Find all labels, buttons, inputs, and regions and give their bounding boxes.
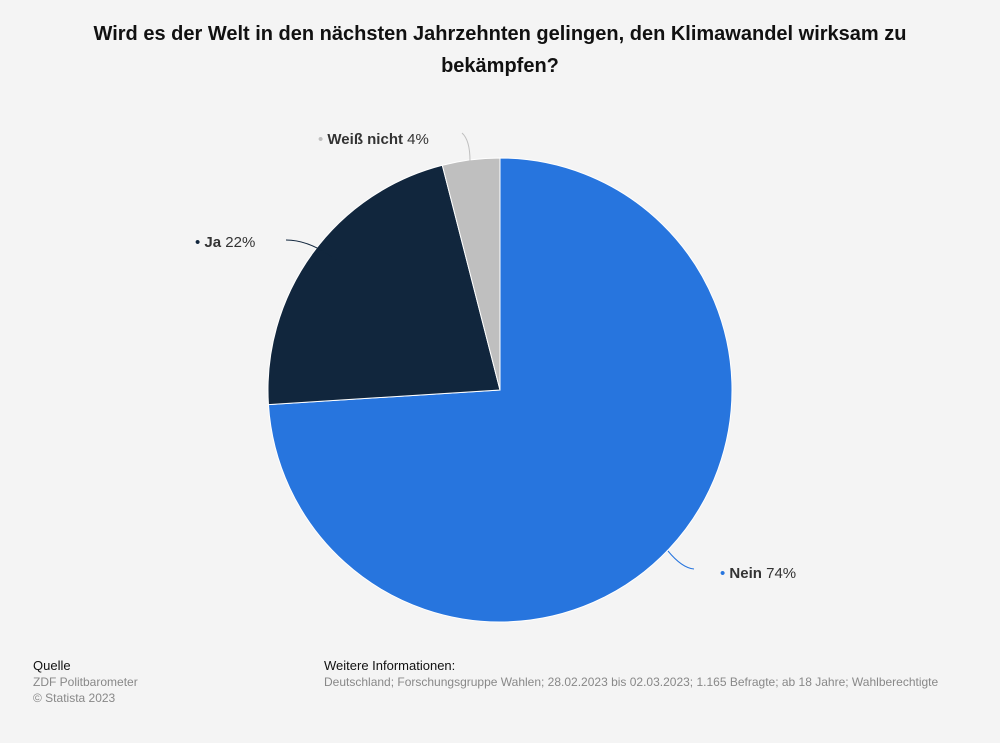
slice-connector xyxy=(461,132,471,162)
info-block: Weitere Informationen: Deutschland; Fors… xyxy=(324,658,938,690)
slice-data-label: • Weiß nicht 4% xyxy=(318,131,429,148)
slice-label-name: Weiß nicht xyxy=(327,131,403,148)
slice-data-label: • Ja 22% xyxy=(195,234,255,251)
slice-label-value: 74% xyxy=(762,565,796,582)
legend-bullet: • xyxy=(195,234,204,251)
slice-label-name: Nein xyxy=(729,565,762,582)
slice-connector xyxy=(667,550,695,570)
source-block: Quelle ZDF Politbarometer © Statista 202… xyxy=(33,658,138,706)
source-name[interactable]: ZDF Politbarometer xyxy=(33,675,138,689)
pie-slice-ja[interactable] xyxy=(267,164,501,406)
info-heading[interactable]: Weitere Informationen: xyxy=(324,658,456,673)
legend-bullet: • xyxy=(720,565,729,582)
slice-connector xyxy=(285,239,337,261)
copyright-text[interactable]: © Statista 2023 xyxy=(33,691,116,705)
slice-label-name: Ja xyxy=(204,234,221,251)
source-heading[interactable]: Quelle xyxy=(33,658,71,673)
slice-label-value: 22% xyxy=(221,234,255,251)
info-text: Deutschland; Forschungsgruppe Wahlen; 28… xyxy=(324,675,939,689)
pie-slice-weiß-nicht[interactable] xyxy=(441,157,501,391)
slice-label-value: 4% xyxy=(403,131,429,148)
legend-bullet: • xyxy=(318,131,327,148)
slice-data-label: • Nein 74% xyxy=(720,565,796,582)
chart-title: Wird es der Welt in den nächsten Jahrzeh… xyxy=(93,23,907,77)
